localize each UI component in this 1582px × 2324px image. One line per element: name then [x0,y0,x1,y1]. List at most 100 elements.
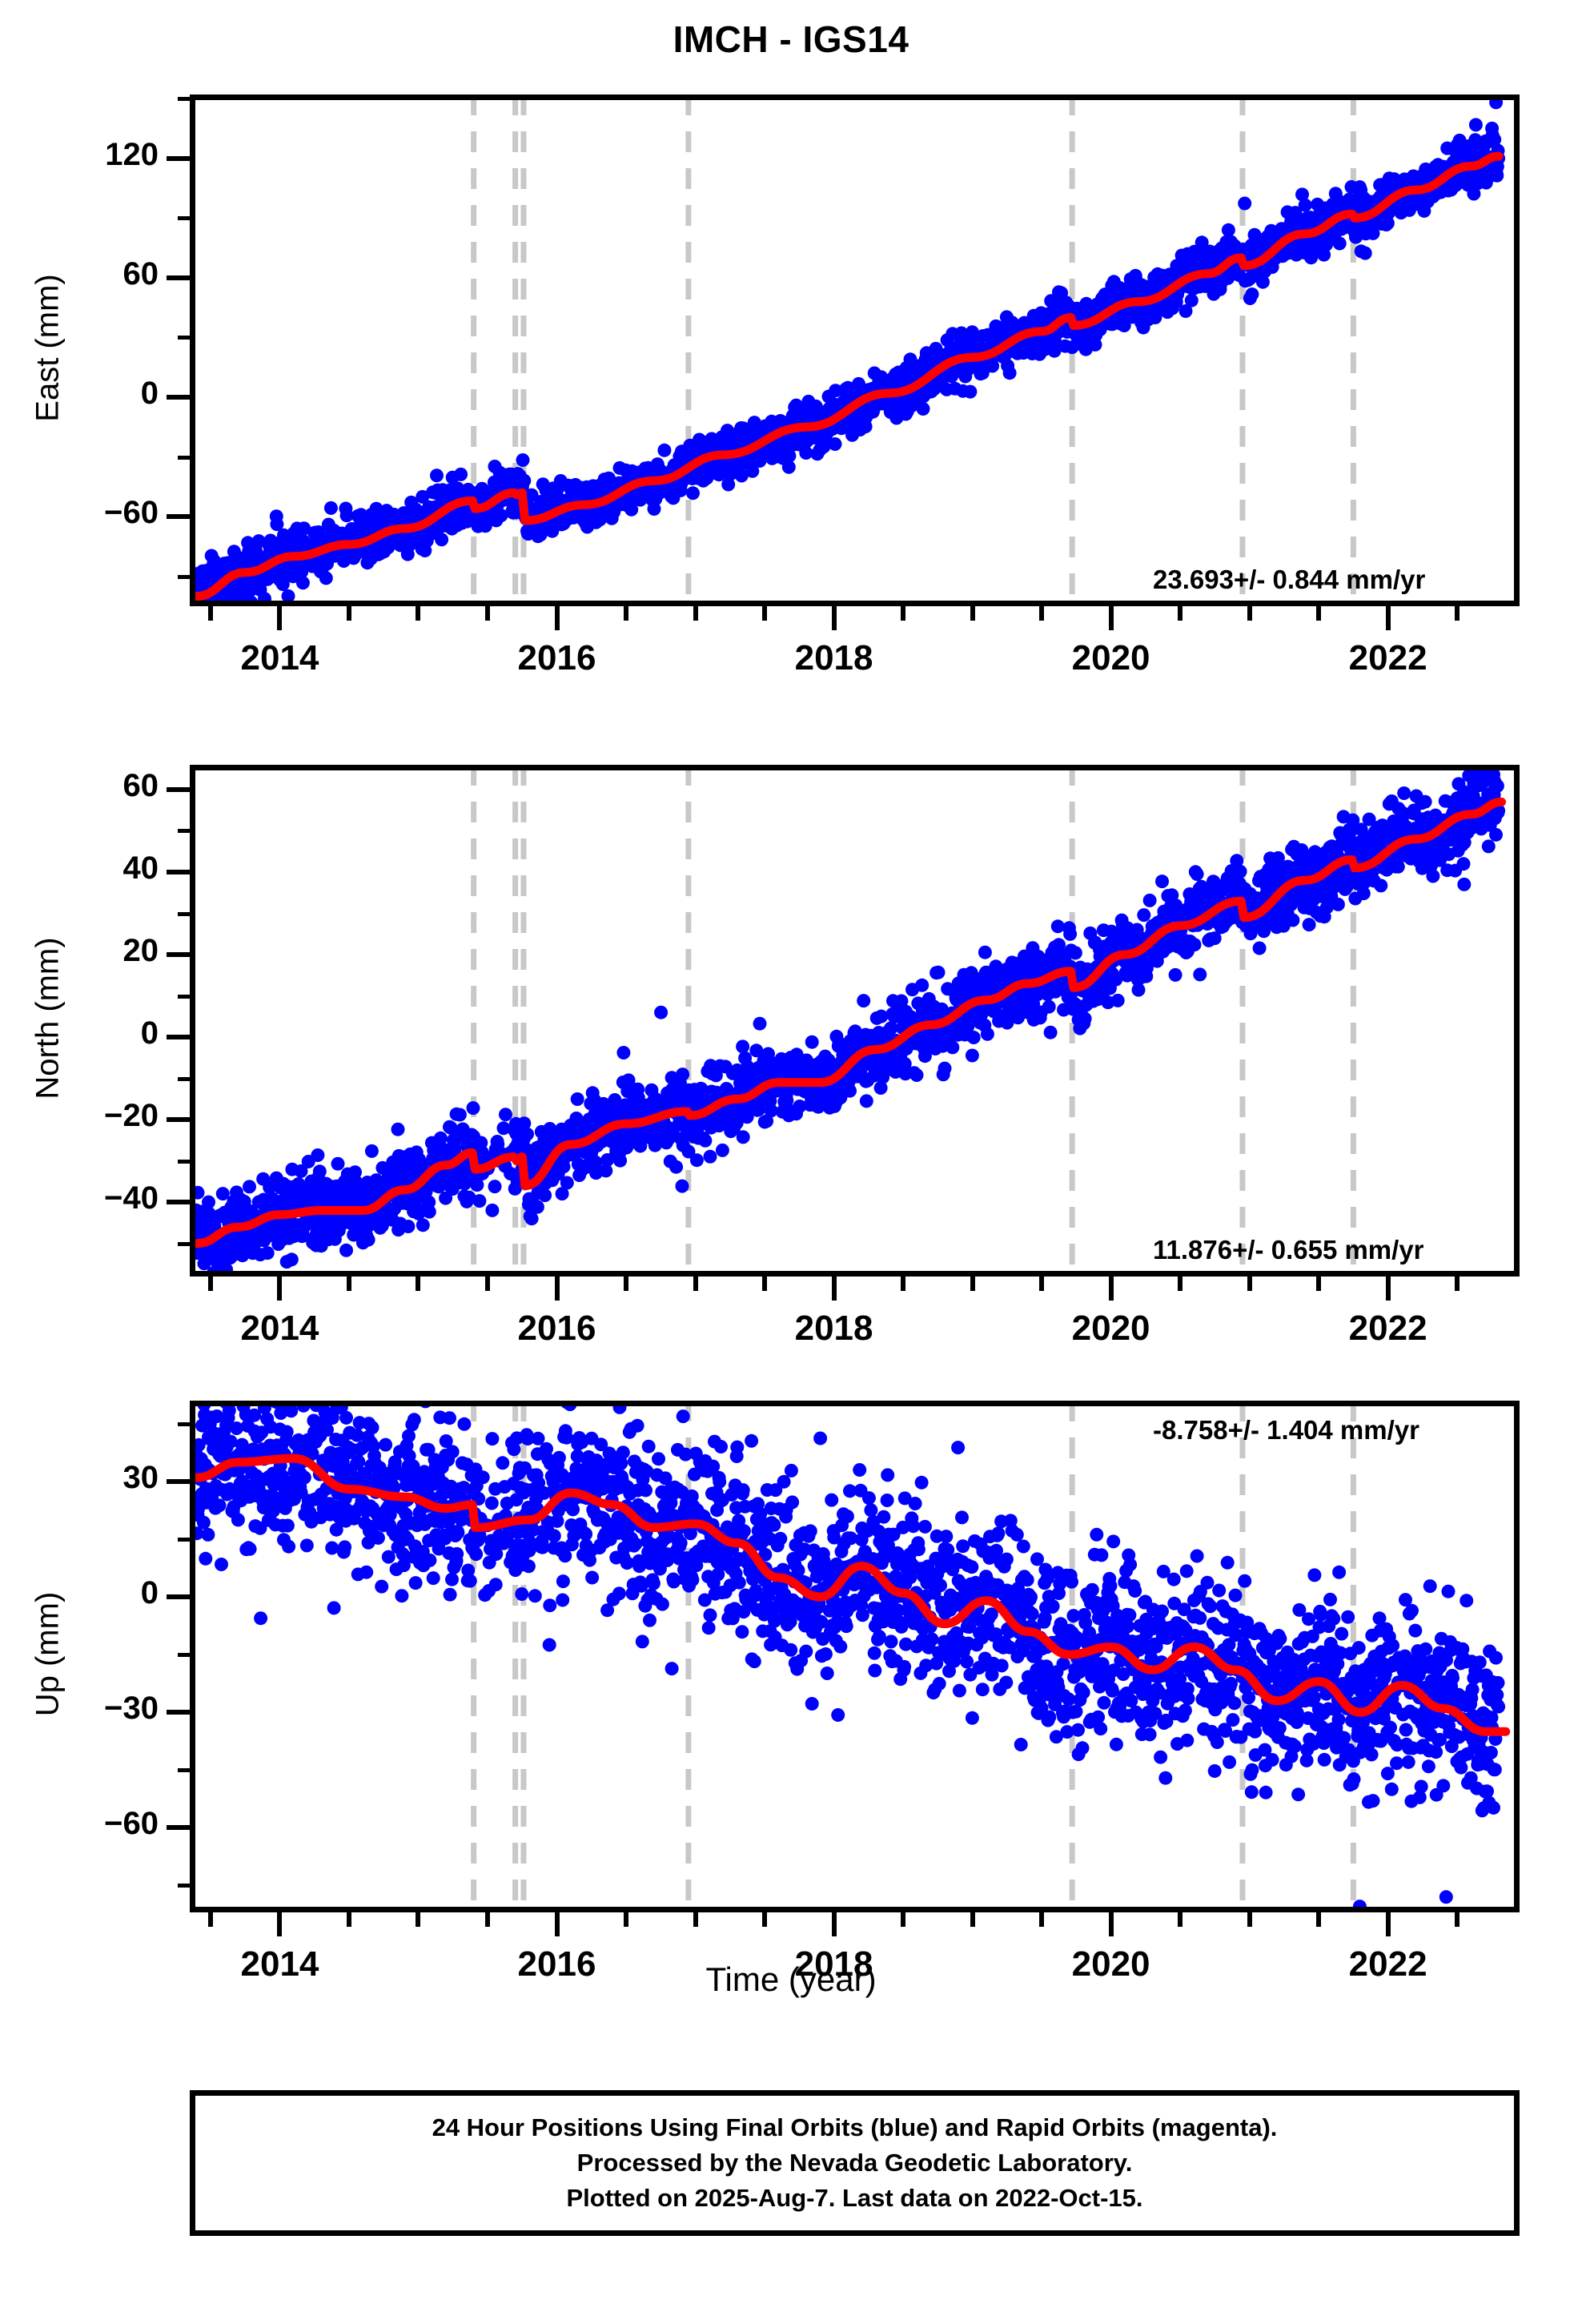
xtick-minor [901,606,906,621]
x-axis-label: Time (year) [705,1960,877,1998]
y-axis-label-up: Up (mm) [30,1591,66,1716]
xtick-label: 2014 [240,638,319,677]
xtick-label: 2016 [517,1309,596,1348]
xtick-minor [484,1912,490,1927]
xtick-minor [693,606,698,621]
ytick-minor-north [178,911,190,916]
ytick-mark-up [167,1478,190,1484]
xtick-minor [416,1277,421,1291]
xtick-label: 2022 [1348,1944,1427,1984]
ytick-minor-north [178,1159,190,1164]
caption-line-1: 24 Hour Positions Using Final Orbits (bl… [432,2113,1278,2141]
ytick-minor-east [178,574,190,579]
xtick-minor [1247,606,1252,621]
xtick-minor [1247,1277,1252,1291]
up-plot-area [190,1401,1511,1912]
caption-line-3: Plotted on 2025-Aug-7. Last data on 2022… [566,2184,1143,2212]
north-axis-frame [190,765,1520,1277]
xtick-minor [624,1912,629,1927]
xtick-minor [416,1912,421,1927]
ytick-mark-north [167,1200,190,1205]
xtick-minor [970,1912,975,1927]
ytick-mark-north [167,1035,190,1040]
xtick-minor [624,1277,629,1291]
xtick-minor [207,1277,213,1291]
xtick-minor [693,1277,698,1291]
xtick-minor [1316,606,1322,621]
ytick-label-north: −20 [104,1098,159,1134]
ytick-minor-east [178,96,190,101]
xtick-label: 2014 [240,1944,319,1984]
xtick-label: 2018 [794,1944,873,1984]
xtick-minor [346,1912,351,1927]
ytick-label-up: 0 [140,1575,159,1611]
caption-box: 24 Hour Positions Using Final Orbits (bl… [190,2090,1520,2236]
ytick-mark-north [167,786,190,792]
xtick-minor [1039,1277,1045,1291]
xtick-mark [277,1277,283,1301]
xtick-minor [762,606,768,621]
ytick-mark-east [167,514,190,520]
ytick-label-up: −60 [104,1806,159,1842]
ytick-mark-north [167,952,190,958]
ytick-mark-north [167,869,190,875]
xtick-label: 2018 [794,638,873,677]
ytick-label-north: −40 [104,1180,159,1216]
ytick-label-up: −30 [104,1691,159,1727]
rate-annotation-north: 11.876+/- 0.655 mm/yr [1153,1235,1424,1265]
ytick-label-east: −60 [104,495,159,531]
ytick-minor-up [178,1421,190,1426]
rate-annotation-up: -8.758+/- 1.404 mm/yr [1153,1415,1419,1445]
xtick-label: 2016 [517,638,596,677]
ytick-minor-east [178,455,190,460]
ytick-minor-up [178,1653,190,1658]
xtick-label: 2016 [517,1944,596,1984]
xtick-mark [1385,1912,1391,1936]
ytick-label-north: 0 [140,1015,159,1051]
xtick-minor [901,1912,906,1927]
xtick-minor [970,606,975,621]
ytick-label-east: 120 [105,136,159,172]
xtick-label: 2022 [1348,638,1427,677]
panel-up [190,1401,1520,1912]
xtick-minor [1455,1277,1460,1291]
rate-annotation-east: 23.693+/- 0.844 mm/yr [1153,565,1426,594]
xtick-minor [1039,606,1045,621]
ytick-mark-east [167,275,190,280]
page-title: IMCH - IGS14 [673,18,909,60]
ytick-mark-east [167,394,190,400]
xtick-mark [554,1912,560,1936]
xtick-label: 2018 [794,1309,873,1348]
xtick-mark [831,1912,837,1936]
xtick-mark [1108,1912,1114,1936]
ytick-minor-north [178,829,190,834]
xtick-minor [484,1277,490,1291]
xtick-mark [277,606,283,630]
xtick-label: 2020 [1071,638,1150,677]
xtick-label: 2014 [240,1309,319,1348]
panel-east [190,94,1520,606]
ytick-mark-north [167,1117,190,1123]
east-plot-area [190,94,1506,606]
xtick-minor [762,1912,768,1927]
xtick-minor [1039,1912,1045,1927]
ytick-label-up: 30 [122,1459,159,1495]
xtick-minor [1455,1912,1460,1927]
ytick-label-east: 0 [140,375,159,411]
ytick-label-north: 60 [122,767,159,803]
xtick-label: 2020 [1071,1944,1150,1984]
xtick-mark [831,1277,837,1301]
ytick-minor-up [178,1884,190,1888]
xtick-label: 2020 [1071,1309,1150,1348]
ytick-label-north: 40 [122,850,159,886]
xtick-minor [1316,1912,1322,1927]
y-axis-label-north: North (mm) [30,936,66,1100]
ytick-minor-north [178,1076,190,1081]
north-plot-area [190,765,1506,1277]
ytick-mark-up [167,1710,190,1715]
y-axis-label-east: East (mm) [30,273,66,422]
xtick-minor [762,1277,768,1291]
xtick-mark [1385,1277,1391,1301]
ytick-mark-up [167,1594,190,1600]
